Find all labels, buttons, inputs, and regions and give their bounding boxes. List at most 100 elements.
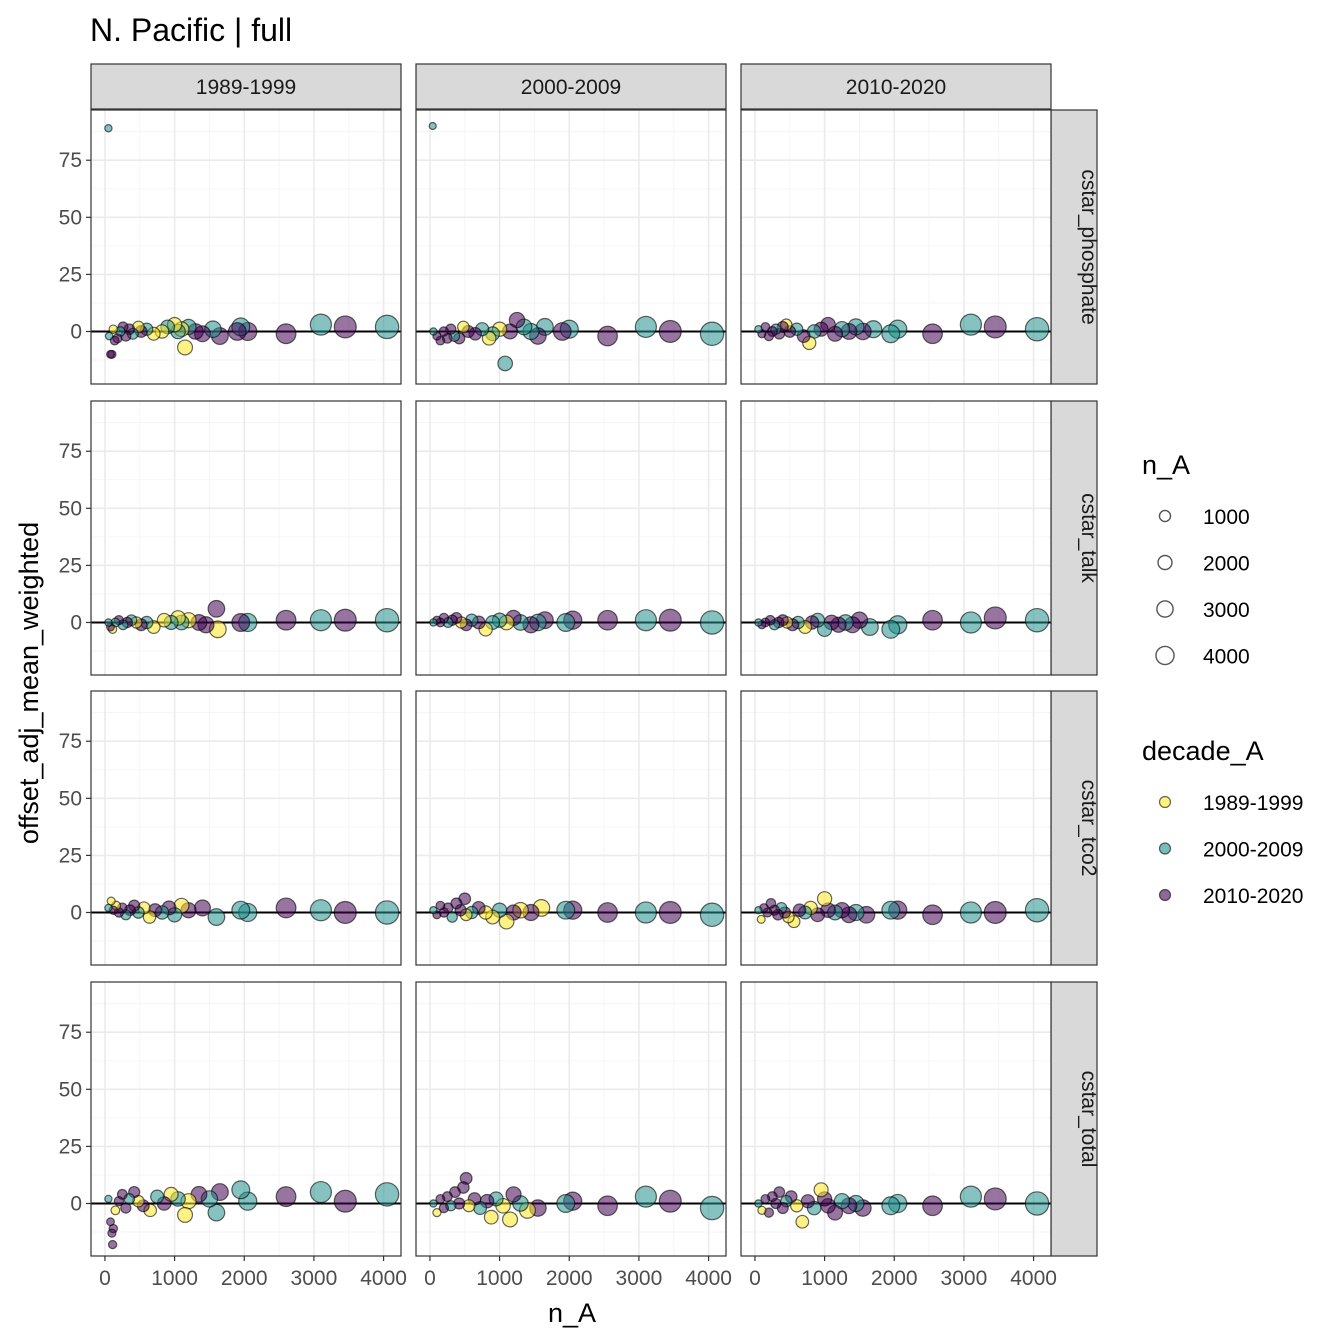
points <box>104 1180 400 1250</box>
color-legend-key <box>1158 795 1172 809</box>
color-legend-label: 2010-2020 <box>1203 885 1303 908</box>
data-point <box>597 902 618 923</box>
data-point <box>795 1214 810 1229</box>
points <box>428 121 725 372</box>
color-legend-title: decade_A <box>1142 736 1264 766</box>
strip-label: 2000-2009 <box>521 76 621 99</box>
x-tick-label: 4000 <box>360 1267 407 1290</box>
data-point <box>983 900 1007 925</box>
strip-label: 1989-1999 <box>196 76 296 99</box>
panel-grid: 1989-1999 2000-2009 2010-2020 cstar_phospha… <box>90 63 1100 1257</box>
data-point <box>429 1199 438 1208</box>
data-point <box>120 1202 132 1214</box>
strip-background <box>1050 981 1098 1257</box>
y-tick-label: 25 <box>59 554 82 577</box>
size-legend-label: 1000 <box>1203 506 1250 529</box>
data-point <box>104 331 114 341</box>
data-point <box>881 1196 901 1216</box>
strip-background <box>90 63 402 110</box>
data-point <box>816 891 833 907</box>
data-point <box>634 901 658 924</box>
data-point <box>556 1193 576 1213</box>
data-point <box>983 606 1007 630</box>
data-point <box>556 612 576 632</box>
data-point <box>333 608 357 632</box>
points <box>754 313 1050 351</box>
column-strip: 1989-1999 <box>90 63 402 110</box>
y-axis-title: offset_adj_mean_weighted <box>14 522 44 844</box>
panel <box>740 981 1052 1257</box>
axes: 0 25 50 75 0 25 50 75 0 25 50 75 0 25 50 75 0 1000 2000 300… <box>59 149 1057 1290</box>
data-point <box>231 900 251 920</box>
panel-background <box>741 982 1051 1256</box>
data-point <box>1024 316 1050 342</box>
data-point <box>429 905 438 915</box>
strip-label: cstar_tco2 <box>1077 780 1100 877</box>
data-point <box>150 1189 165 1204</box>
data-point <box>792 903 807 917</box>
strip-background <box>1050 400 1098 676</box>
color-legend-item: 2000-2009 <box>1158 839 1303 862</box>
panel-background <box>416 401 726 675</box>
panel <box>415 981 727 1257</box>
data-point <box>597 1195 618 1217</box>
panel-background <box>91 110 401 384</box>
data-point <box>207 1203 226 1222</box>
data-point <box>760 1193 771 1204</box>
data-point <box>193 899 211 917</box>
panel-background <box>91 401 401 675</box>
panel <box>740 400 1052 676</box>
size-legend-label: 4000 <box>1203 646 1250 669</box>
data-point <box>502 1211 519 1228</box>
y-tick-label: 0 <box>70 901 82 924</box>
data-point <box>275 323 297 345</box>
x-tick-label: 1000 <box>476 1267 523 1290</box>
data-point <box>435 900 446 911</box>
x-tick-label: 0 <box>99 1267 111 1290</box>
data-point <box>497 355 514 372</box>
data-point <box>231 1180 251 1200</box>
x-tick-label: 3000 <box>616 1267 663 1290</box>
data-point <box>634 609 658 632</box>
size-legend-label: 2000 <box>1203 553 1250 576</box>
strip-background <box>1050 109 1098 385</box>
panel <box>90 981 402 1257</box>
points <box>104 896 400 926</box>
size-legend-title: n_A <box>1142 450 1190 480</box>
panel <box>415 690 727 966</box>
data-point <box>1024 897 1050 923</box>
data-point <box>227 322 247 341</box>
y-tick-label: 50 <box>59 206 82 229</box>
column-strip: 2000-2009 <box>415 63 727 110</box>
data-point <box>333 900 357 925</box>
data-point <box>374 314 400 340</box>
data-point <box>113 1195 125 1207</box>
y-tick-label: 50 <box>59 497 82 520</box>
data-point <box>754 1199 763 1208</box>
color-legend-item: 2010-2020 <box>1158 885 1303 908</box>
data-point <box>922 904 943 926</box>
size-legend-item: 3000 <box>1156 599 1250 622</box>
data-point <box>959 611 983 634</box>
points <box>104 599 400 639</box>
data-point <box>106 1217 115 1227</box>
panel <box>90 690 402 966</box>
column-strip: 2010-2020 <box>740 63 1052 110</box>
y-tick-label: 75 <box>59 440 82 463</box>
panel <box>90 109 402 385</box>
points <box>429 892 725 930</box>
y-tick-label: 25 <box>59 844 82 867</box>
color-legend-key <box>1158 888 1172 902</box>
points <box>429 608 725 637</box>
strip-label: 2010-2020 <box>846 76 946 99</box>
size-legend: n_A 1000 2000 3000 4000 <box>1142 450 1250 669</box>
color-legend-item: 1989-1999 <box>1158 792 1303 815</box>
points <box>754 891 1050 929</box>
points <box>754 606 1050 639</box>
panel-background <box>741 110 1051 384</box>
data-point <box>699 1195 725 1221</box>
data-point <box>110 1205 121 1216</box>
panel <box>740 109 1052 385</box>
x-axis-title: n_A <box>548 1298 596 1328</box>
